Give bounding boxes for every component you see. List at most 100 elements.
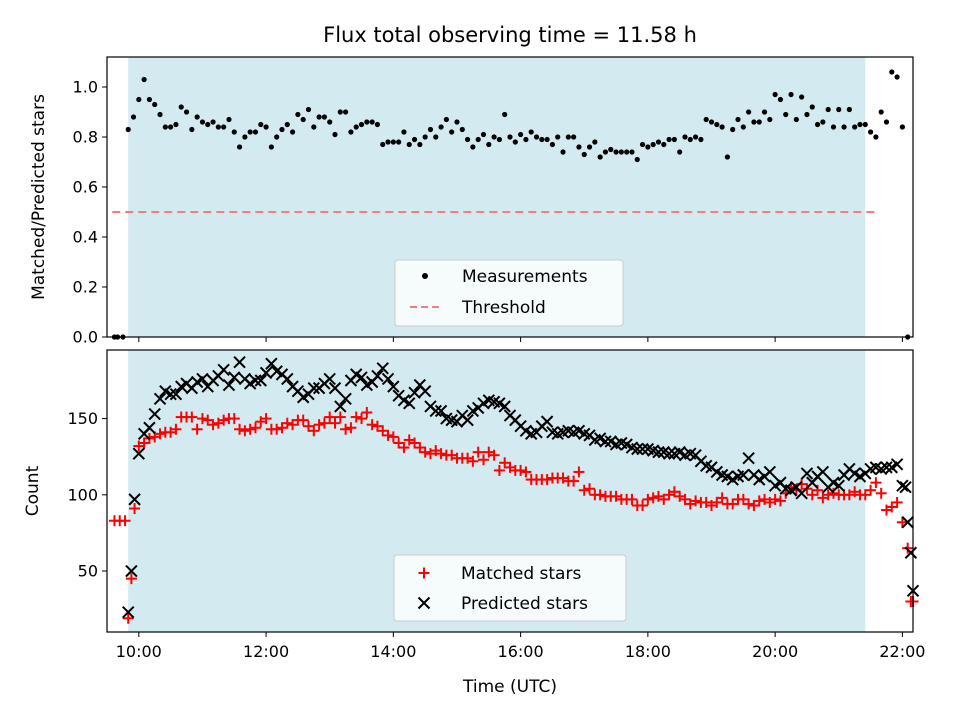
measurement-point: [236, 144, 243, 150]
measurement-point: [459, 126, 465, 133]
measurement-point: [183, 109, 190, 115]
predicted-star-point: [397, 394, 411, 407]
measurement-point: [555, 134, 561, 140]
predicted-star-point: [418, 384, 432, 398]
measurement-point: [205, 121, 211, 128]
predicted-star-point: [339, 392, 352, 405]
predicted-star-point: [578, 427, 591, 441]
count-ytick-label: 100: [67, 485, 98, 504]
measurement-point: [544, 136, 550, 143]
predicted-star-point: [620, 438, 633, 451]
predicted-star-point: [673, 445, 686, 459]
measurement-point: [809, 104, 815, 110]
predicted-star-point: [270, 365, 283, 378]
predicted-star-point: [509, 413, 522, 427]
legend-matched-label: Matched stars: [461, 564, 581, 584]
measurement-point: [698, 136, 704, 143]
predicted-star-point: [122, 605, 135, 619]
count-xtick-label: 16:00: [498, 642, 544, 661]
measurement-point: [613, 149, 619, 155]
measurement-point: [634, 156, 640, 163]
predicted-star-point: [774, 476, 787, 489]
measurement-point: [692, 134, 699, 140]
measurement-point: [549, 141, 556, 148]
predicted-star-point: [800, 467, 814, 480]
count-xtick-label: 18:00: [625, 642, 671, 661]
predicted-star-point: [710, 465, 724, 479]
measurement-point: [502, 111, 508, 118]
predicted-star-point: [795, 487, 808, 500]
measurement-point: [661, 141, 667, 148]
legend-predicted-marker: [417, 596, 431, 610]
measurement-point: [788, 91, 794, 98]
measurement-point: [799, 94, 805, 100]
predicted-star-point: [387, 380, 400, 393]
measurement-point: [247, 129, 253, 135]
measurement-point: [343, 109, 349, 115]
measurement-point: [889, 69, 895, 75]
measurement-point: [417, 141, 423, 148]
measurement-point: [873, 134, 879, 140]
ratio-y-ticks: 0.0 0.2 0.4 0.6 0.8 1.0: [73, 78, 107, 347]
predicted-star-point: [562, 424, 575, 437]
legend-measurements-label: Measurements: [462, 267, 588, 287]
predicted-star-point: [899, 480, 912, 494]
measurement-point: [443, 116, 449, 123]
measurement-point: [263, 124, 269, 130]
predicted-star-point: [249, 374, 262, 387]
predicted-star-point: [519, 424, 533, 437]
predicted-star-point: [631, 442, 644, 456]
count-x-ticks: 10:00 12:00 14:00 16:00 18:00 20:00 22:00: [116, 632, 925, 661]
count-xtick-label: 22:00: [879, 642, 925, 661]
predicted-star-point: [615, 436, 628, 450]
measurement-point: [449, 129, 455, 135]
predicted-star-point: [901, 516, 914, 529]
measurement-point: [305, 106, 312, 113]
measurement-point: [152, 101, 158, 108]
predicted-star-point: [721, 470, 734, 483]
measurement-point: [793, 116, 799, 123]
predicted-star-point: [662, 447, 676, 460]
measurement-point: [825, 106, 831, 113]
measurement-point: [592, 139, 598, 145]
measurement-point: [639, 141, 646, 148]
measurement-point: [608, 146, 614, 153]
predicted-star-point: [646, 444, 660, 457]
measurement-point: [586, 144, 593, 150]
measurement-point: [125, 126, 131, 133]
measurement-point: [194, 114, 200, 120]
predicted-star-point: [880, 461, 893, 474]
measurement-point: [735, 116, 741, 123]
count-legend: Matched stars Predicted stars: [393, 554, 627, 622]
measurement-point: [274, 134, 280, 140]
predicted-star-point: [493, 397, 506, 410]
measurement-point: [878, 109, 884, 115]
measurement-point: [602, 149, 609, 155]
measurement-point: [295, 111, 301, 118]
measurement-point: [597, 154, 603, 160]
measurement-point: [746, 109, 752, 115]
measurement-point: [703, 116, 709, 123]
predicted-star-point: [434, 404, 448, 418]
predicted-star-point: [715, 468, 729, 482]
measurement-point: [130, 114, 137, 120]
measurement-point: [523, 136, 529, 143]
measurement-point: [751, 119, 757, 125]
measurement-point: [438, 124, 444, 130]
predicted-star-point: [153, 392, 167, 405]
measurement-point: [390, 139, 396, 145]
measurement-point: [337, 109, 343, 115]
measurement-point: [178, 104, 184, 110]
predicted-star-point: [689, 448, 702, 462]
predicted-star-point: [408, 386, 421, 399]
predicted-star-point: [684, 447, 697, 460]
legend-measurements-marker: [422, 273, 428, 279]
measurement-point: [136, 96, 142, 103]
legend-threshold-label: Threshold: [461, 298, 546, 318]
predicted-star-point: [593, 432, 607, 445]
predicted-star-point: [461, 413, 474, 427]
measurement-point: [883, 119, 890, 125]
count-legend-box: [393, 554, 627, 622]
measurement-point: [321, 114, 328, 120]
measurement-point: [560, 149, 566, 155]
